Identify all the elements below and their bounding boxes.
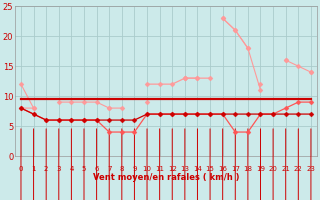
X-axis label: Vent moyen/en rafales ( km/h ): Vent moyen/en rafales ( km/h ) — [93, 173, 239, 182]
